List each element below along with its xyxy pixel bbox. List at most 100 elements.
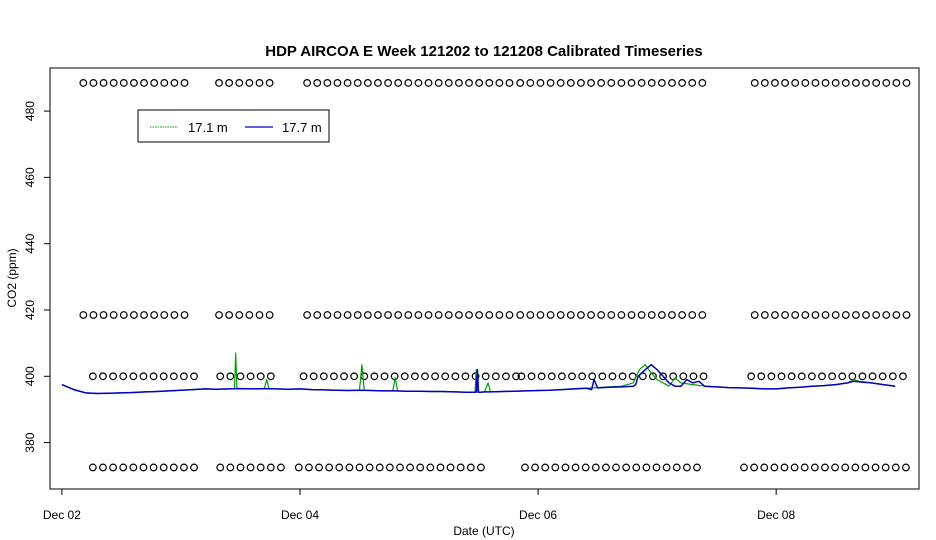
chart-title: HDP AIRCOA E Week 121202 to 121208 Calib… [265, 43, 702, 60]
point-marker [862, 79, 870, 87]
point-marker [384, 311, 392, 319]
point-marker [561, 463, 570, 472]
point-marker [299, 372, 308, 381]
point-marker [477, 463, 485, 472]
point-marker [662, 463, 671, 472]
point-marker [215, 311, 223, 319]
point-marker [587, 311, 595, 319]
point-marker [588, 372, 597, 381]
point-marker [456, 463, 465, 472]
point-marker [678, 79, 687, 87]
x-axis-label: Date (UTC) [453, 524, 514, 538]
point-marker [384, 79, 392, 87]
x-tick-label: Dec 06 [519, 508, 557, 522]
point-marker [265, 311, 274, 319]
point-marker [246, 372, 255, 381]
point-marker [882, 79, 891, 87]
point-marker [323, 311, 332, 319]
point-marker [861, 463, 870, 472]
point-marker [771, 311, 779, 319]
point-marker [657, 311, 666, 319]
point-marker [821, 463, 829, 472]
point-marker [622, 463, 631, 472]
point-marker [170, 311, 179, 319]
point-marker [256, 463, 265, 472]
point-marker [424, 79, 433, 87]
point-marker [632, 463, 641, 472]
point-marker [139, 372, 148, 381]
legend-box [137, 109, 330, 143]
point-marker [872, 79, 881, 87]
y-tick-label: 480 [23, 101, 37, 121]
point-marker [406, 463, 414, 472]
point-marker [343, 79, 352, 87]
point-marker [245, 79, 254, 87]
point-marker [150, 79, 159, 87]
point-marker [760, 311, 769, 319]
point-marker [627, 79, 636, 87]
point-marker [216, 463, 225, 472]
point-marker [902, 79, 911, 87]
point-marker [649, 372, 657, 381]
point-marker [647, 79, 656, 87]
point-marker [831, 311, 840, 319]
point-marker [668, 79, 676, 87]
point-marker [436, 463, 445, 472]
point-marker [556, 79, 565, 87]
series-line-17-7m [61, 363, 896, 395]
point-marker [370, 372, 379, 381]
point-marker [647, 311, 656, 319]
point-marker [215, 79, 223, 87]
point-marker [465, 311, 473, 319]
point-marker [617, 311, 626, 319]
point-marker [303, 79, 312, 87]
point-marker [109, 79, 118, 87]
point-marker [868, 372, 877, 381]
point-marker [740, 463, 748, 472]
point-marker [521, 463, 529, 472]
point-marker [394, 311, 403, 319]
point-marker [190, 372, 198, 381]
point-marker [88, 463, 97, 472]
point-marker [871, 463, 880, 472]
point-marker [455, 311, 463, 319]
point-marker [878, 372, 887, 381]
point-marker [265, 79, 274, 87]
point-marker [375, 463, 384, 472]
point-marker [810, 463, 819, 472]
point-marker [608, 372, 617, 381]
point-marker [526, 311, 535, 319]
point-marker [446, 463, 455, 472]
point-marker [343, 311, 352, 319]
y-tick-label: 420 [23, 300, 37, 320]
y-tick-label: 380 [23, 432, 37, 452]
point-marker [750, 79, 759, 87]
point-marker [841, 311, 850, 319]
point-marker [698, 79, 707, 87]
point-marker [841, 79, 850, 87]
point-marker [159, 372, 168, 381]
series-lines [61, 352, 896, 395]
point-marker [434, 311, 443, 319]
point-marker [790, 463, 799, 472]
point-marker [597, 311, 606, 319]
x-axis: Dec 02 Dec 04 Dec 06 Dec 08 [43, 488, 795, 522]
point-marker [410, 372, 419, 381]
point-marker [491, 372, 500, 381]
point-marker [688, 311, 697, 319]
point-marker [831, 463, 839, 472]
point-marker [495, 79, 504, 87]
point-marker [688, 79, 697, 87]
point-marker [130, 311, 138, 319]
point-marker [365, 463, 374, 472]
point-marker [225, 311, 234, 319]
point-marker [612, 463, 620, 472]
point-marker [642, 463, 651, 472]
point-marker [374, 79, 382, 87]
point-marker [277, 463, 285, 472]
point-marker [760, 463, 769, 472]
point-marker [461, 372, 470, 381]
point-marker [818, 372, 826, 381]
point-marker [760, 79, 769, 87]
point-marker [750, 463, 759, 472]
